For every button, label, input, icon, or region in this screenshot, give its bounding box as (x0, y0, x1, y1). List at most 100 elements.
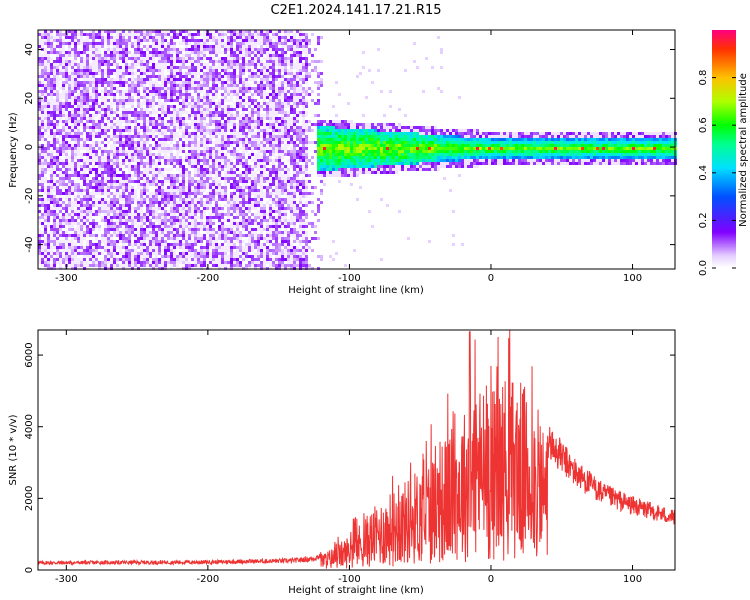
spectrogram-cell (215, 207, 218, 210)
spectrogram-cell (131, 219, 134, 222)
spectrogram-cell (113, 117, 116, 120)
spectrogram-cell (125, 189, 128, 192)
spectrogram-cell (53, 156, 56, 159)
spectrogram-cell (80, 144, 83, 147)
spectrogram-cell (203, 249, 206, 252)
spectrogram-cell (221, 144, 224, 147)
spectrogram-cell (233, 63, 236, 66)
spectrogram-cell (152, 213, 155, 216)
spectrogram-cell (191, 138, 194, 141)
spectrogram-cell (254, 93, 257, 96)
spectrogram-cell (197, 171, 200, 174)
spectrogram-cell (257, 36, 260, 39)
spectrogram-cell (158, 75, 161, 78)
spectrogram-cell (200, 237, 203, 240)
spectrogram-cell (113, 132, 116, 135)
spectrogram-cell (128, 141, 131, 144)
spectrogram-cell (146, 102, 149, 105)
spectrogram-cell (170, 174, 173, 177)
spectrogram-cell (206, 39, 209, 42)
spectrogram-cell (53, 135, 56, 138)
spectrogram-cell (245, 150, 248, 153)
spectrogram-cell (113, 36, 116, 39)
spectrogram-cell (71, 153, 74, 156)
spectrogram-cell (68, 249, 71, 252)
spectrogram-cell (47, 45, 50, 48)
spectrogram-cell (56, 63, 59, 66)
spectrogram-cell (251, 48, 254, 51)
spectrogram-cell (239, 96, 242, 99)
spectrogram-cell (242, 48, 245, 51)
spectrogram-cell (185, 243, 188, 246)
spectrogram-cell (50, 117, 53, 120)
spectrogram-cell (113, 72, 116, 75)
spectrogram-cell (137, 90, 140, 93)
spectrogram-cell (116, 99, 119, 102)
spectrogram-cell (44, 180, 47, 183)
spectrogram-cell (122, 255, 125, 258)
spectrogram-cell (191, 234, 194, 237)
spectrogram-cell (92, 102, 95, 105)
spectrogram-cell (128, 36, 131, 39)
spectrogram-cell (125, 42, 128, 45)
spectrogram-cell (173, 69, 176, 72)
spectrogram-cell (251, 51, 254, 54)
spectrogram-cell (110, 102, 113, 105)
spectrogram-cell (95, 201, 98, 204)
spectrogram-cell (185, 105, 188, 108)
spectrogram-cell (254, 120, 257, 123)
spectrogram-cell (185, 60, 188, 63)
spectrogram-cell (257, 150, 260, 153)
spectrogram-cell (47, 102, 50, 105)
spectrogram-cell (80, 75, 83, 78)
spectrogram-cell (119, 117, 122, 120)
spectrogram-cell (197, 183, 200, 186)
spectrogram-cell (47, 63, 50, 66)
spectrogram-cell (203, 255, 206, 258)
spectrogram-cell (233, 57, 236, 60)
spectrogram-cell (65, 174, 68, 177)
spectrogram-cell (203, 66, 206, 69)
spectrogram-cell (62, 204, 65, 207)
spectrogram-cell (131, 201, 134, 204)
spectrogram-cell (170, 162, 173, 165)
spectrogram-cell (200, 111, 203, 114)
spectrogram-cell (104, 138, 107, 141)
spectrogram-cell (236, 135, 239, 138)
spectrogram-cell (203, 141, 206, 144)
spectrogram-cell (125, 33, 128, 36)
spectrogram-cell (71, 168, 74, 171)
spectrogram-cell (41, 168, 44, 171)
spectrogram-cell (38, 102, 41, 105)
spectrogram-cell (218, 156, 221, 159)
spectrogram-cell (80, 153, 83, 156)
spectrogram-cell (62, 135, 65, 138)
spectrogram-cell (221, 258, 224, 261)
spectrogram-cell (179, 255, 182, 258)
spectrogram-cell (212, 123, 215, 126)
spectrogram-cell (191, 135, 194, 138)
spectrogram-cell (161, 90, 164, 93)
spectrogram-cell (74, 135, 77, 138)
spectrogram-cell (122, 105, 125, 108)
spectrogram-cell (107, 78, 110, 81)
spectrogram-cell (41, 264, 44, 267)
spectrogram-cell (41, 102, 44, 105)
spectrogram-cell (92, 177, 95, 180)
spectrogram-cell (155, 33, 158, 36)
spectrogram-cell (239, 30, 242, 33)
spectrogram-cell (155, 126, 158, 129)
spectrogram-cell (98, 42, 101, 45)
spectrogram-cell (89, 252, 92, 255)
spectrogram-cell (116, 147, 119, 150)
spectrogram-cell (107, 237, 110, 240)
spectrogram-cell (131, 258, 134, 261)
spectrogram-cell (107, 222, 110, 225)
spectrogram-cell (221, 63, 224, 66)
spectrogram-cell (47, 243, 50, 246)
spectrogram-cell (86, 150, 89, 153)
spectrogram-cell (53, 234, 56, 237)
spectrogram-cell (44, 60, 47, 63)
spectrogram-cell (74, 39, 77, 42)
spectrogram-cell (134, 90, 137, 93)
